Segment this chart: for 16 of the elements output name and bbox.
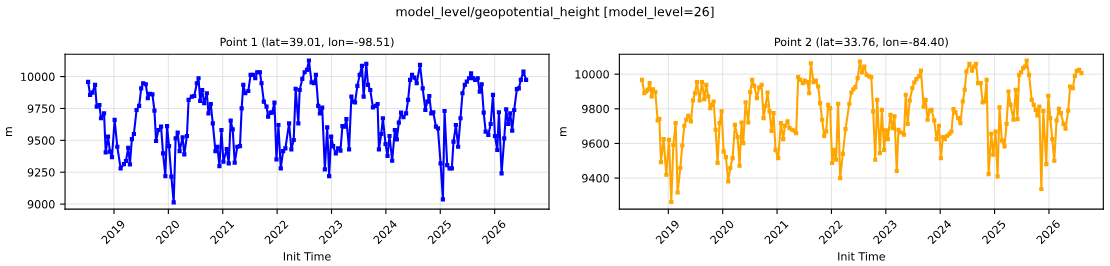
y-tick-label: 9250 (27, 168, 55, 177)
y-tick-label: 9400 (582, 174, 609, 183)
y-axis-title: m (560, 127, 567, 137)
chart-title: Point 2 (lat=33.76, lon=-84.40) (775, 37, 948, 48)
y-tick-label: 9500 (27, 136, 55, 145)
y-tick-label: 9750 (27, 104, 55, 113)
y-tick-label: 9000 (27, 200, 55, 209)
text: model_level/geopotential_height [model_level=26] (396, 6, 714, 20)
x-axis-title: Init Time (283, 251, 331, 261)
x-axis-title: Init Time (838, 251, 886, 261)
chart-title: Point 1 (lat=39.01, lon=-98.51) (220, 37, 394, 48)
y-tick-label: 10000 (575, 70, 609, 79)
y-axis-title: m (5, 127, 13, 137)
y-tick-label: 9600 (582, 139, 609, 148)
y-tick-label: 10000 (21, 72, 55, 81)
y-tick-label: 9800 (582, 104, 609, 114)
